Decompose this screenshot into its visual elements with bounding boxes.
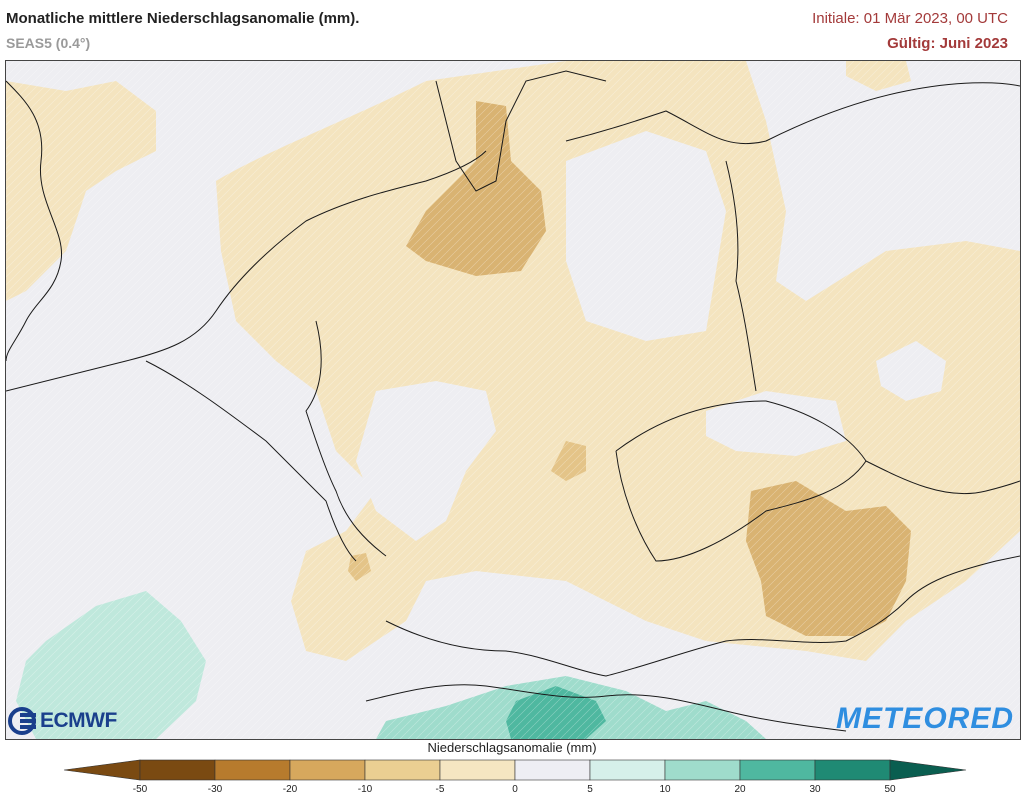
colorbar-extend-high: [889, 759, 967, 781]
border-france-belgium: [145, 360, 357, 562]
border-germany-east: [725, 160, 757, 392]
colorbar-tick-label: 10: [659, 784, 671, 795]
colorbar-tick-label: -30: [207, 784, 223, 795]
colorbar: [63, 759, 967, 781]
model-subtitle: SEAS5 (0.4°): [6, 35, 91, 51]
colorbar-segment: [439, 759, 516, 781]
colorbar-tick-label: 5: [587, 784, 593, 795]
coastline-britain: [6, 80, 63, 362]
coastline-mainland: [6, 150, 487, 392]
colorbar-tick-label: 0: [512, 784, 518, 795]
valid-period: Gültig: Juni 2023: [887, 35, 1008, 52]
colorbar-segment: [214, 759, 291, 781]
border-czech: [615, 400, 867, 562]
colorbar-tick-label: -5: [435, 784, 445, 795]
colorbar-segment: [139, 759, 216, 781]
legend-title: Niederschlagsanomalie (mm): [427, 740, 597, 755]
colorbar-segment: [664, 759, 741, 781]
colorbar-segment: [289, 759, 366, 781]
colorbar-tick-label: 20: [734, 784, 746, 795]
colorbar-ticks: -50 -30 -20 -10 -5 0 5 10 20 30 50: [0, 784, 1024, 798]
border-poland-south: [865, 460, 1020, 495]
colorbar-tick-label: -20: [282, 784, 298, 795]
ecmwf-logo: ECMWF: [8, 705, 117, 737]
border-alps-south: [365, 684, 847, 732]
ecmwf-icon: [8, 707, 36, 735]
colorbar-tick-label: -50: [132, 784, 148, 795]
border-slovakia: [905, 555, 1020, 602]
coastline-denmark: [435, 70, 607, 192]
meteored-logo: METEORED: [835, 702, 1014, 735]
colorbar-segment: [364, 759, 441, 781]
colorbar-tick-label: 50: [884, 784, 896, 795]
border-germany-west: [305, 320, 387, 557]
ecmwf-text: ECMWF: [40, 709, 117, 732]
colorbar-extend-low: [63, 759, 141, 781]
colorbar-segment: [589, 759, 666, 781]
colorbar-segment: [514, 759, 591, 781]
colorbar-segment: [814, 759, 891, 781]
border-switzerland-austria: [385, 600, 907, 677]
initialization-time: Initiale: 01 Mär 2023, 00 UTC: [812, 10, 1008, 27]
colorbar-segment: [739, 759, 816, 781]
map-title: Monatliche mittlere Niederschlagsanomali…: [6, 10, 360, 27]
coastline-baltic: [565, 82, 1020, 145]
precipitation-anomaly-map[interactable]: [5, 60, 1021, 740]
colorbar-tick-label: -10: [357, 784, 373, 795]
colorbar-tick-label: 30: [809, 784, 821, 795]
